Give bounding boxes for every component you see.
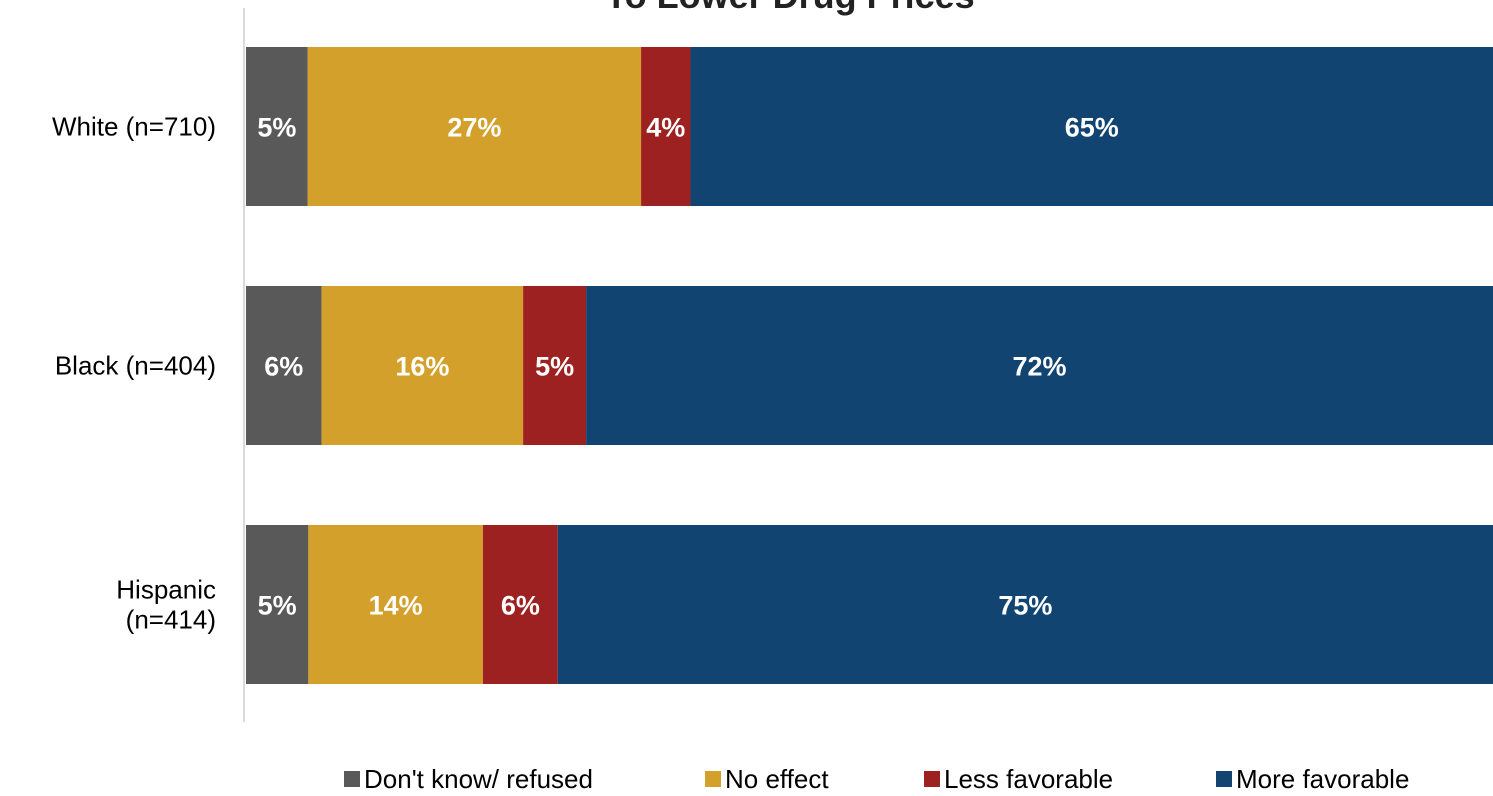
bar-segment — [246, 525, 309, 684]
legend-label: No effect — [725, 764, 829, 794]
bar-segment — [246, 47, 308, 206]
bar-segment — [307, 47, 642, 206]
legend: Don't know/ refused No effect Less favorab… — [344, 764, 1409, 794]
category-labels: White (n=710) Black (n=404) Hispanic (n=414… — [52, 112, 216, 635]
data-label: 14% — [369, 591, 423, 621]
data-label: 16% — [395, 352, 449, 382]
bar-segment — [641, 47, 691, 206]
legend-label: Don't know/ refused — [364, 764, 593, 794]
bars: 5% 27% 4% 65% 6% 16% 5% 72% 5% 14% 6% 75% — [246, 47, 1493, 684]
category-label: Hispanic (n=414) — [116, 575, 216, 635]
bar-segment — [557, 525, 1493, 684]
legend-swatch — [705, 771, 721, 787]
legend-label: Less favorable — [944, 764, 1113, 794]
data-label: 27% — [447, 113, 501, 143]
category-label: Black (n=404) — [55, 351, 216, 381]
bar-segment — [523, 286, 587, 445]
bar-segment — [482, 525, 558, 684]
data-label: 5% — [535, 352, 574, 382]
data-label: 4% — [646, 113, 685, 143]
data-label: 75% — [998, 591, 1052, 621]
data-label: 6% — [264, 352, 303, 382]
data-label: 72% — [1013, 352, 1067, 382]
data-label: 65% — [1065, 113, 1119, 143]
bar-segment — [690, 47, 1493, 206]
data-label: 6% — [501, 591, 540, 621]
bar-segment — [308, 525, 483, 684]
data-label: 5% — [257, 113, 296, 143]
legend-swatch — [344, 771, 360, 787]
bar-segment — [586, 286, 1493, 445]
chart-title: To Lower Drug Prices — [605, 0, 974, 16]
data-label: 5% — [258, 591, 297, 621]
category-label: White (n=710) — [52, 112, 216, 142]
bar-segment — [321, 286, 524, 445]
legend-swatch — [1216, 771, 1232, 787]
legend-swatch — [924, 771, 940, 787]
bar-segment — [246, 286, 322, 445]
legend-label: More favorable — [1236, 764, 1409, 794]
